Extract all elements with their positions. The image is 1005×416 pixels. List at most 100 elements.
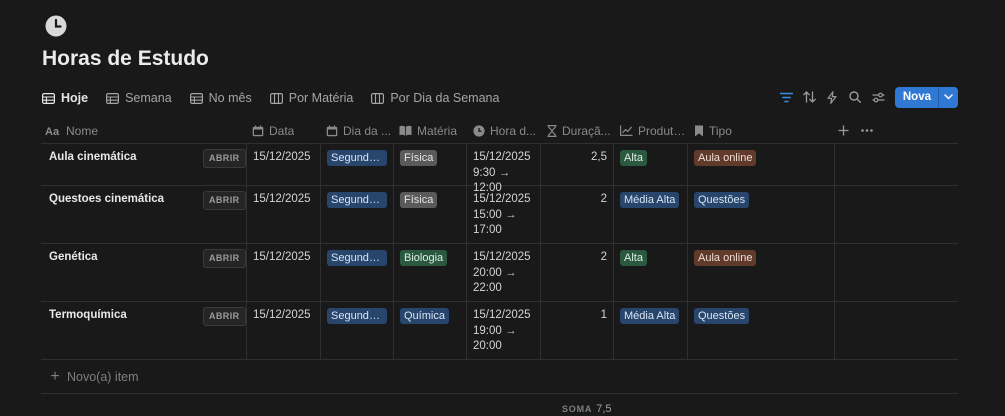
type-cell[interactable]: Questões	[687, 302, 834, 359]
bookmark-icon	[695, 125, 703, 136]
date-cell[interactable]: 15/12/2025	[246, 302, 320, 359]
name-cell[interactable]: Aula cinemática ABRIR	[41, 144, 246, 185]
weekday-tag: Segunda-feira	[327, 150, 387, 166]
sum-value: 7,5	[596, 403, 612, 415]
column-header-dia-da-semana[interactable]: Dia da ...	[326, 118, 392, 143]
productivity-cell[interactable]: Média Alta	[613, 302, 687, 359]
board-icon	[371, 92, 385, 104]
page-title: Horas de Estudo	[42, 47, 209, 70]
plus-icon: +	[50, 368, 60, 385]
search-button[interactable]	[844, 86, 867, 108]
weekday-tag: Segunda-feira	[327, 308, 387, 324]
date-cell[interactable]: 15/12/2025	[246, 144, 320, 185]
column-header-materia[interactable]: Matéria	[399, 118, 465, 143]
automation-button[interactable]	[821, 86, 844, 108]
column-header-tipo[interactable]: Tipo	[694, 118, 834, 143]
time-cell[interactable]: 15/12/2025 19:00 → 20:00	[466, 302, 540, 359]
tab-no-mes[interactable]: No mês	[189, 86, 252, 110]
productivity-cell[interactable]: Alta	[613, 144, 687, 185]
productivity-cell[interactable]: Média Alta	[613, 186, 687, 243]
time-cell[interactable]: 15/12/2025 15:00 → 17:00	[466, 186, 540, 243]
row-name: Aula cinemática	[49, 151, 137, 163]
column-header-duracao[interactable]: Duraçã...	[547, 118, 613, 143]
empty-cell	[834, 144, 958, 185]
open-button[interactable]: ABRIR	[203, 149, 246, 168]
productivity-tag: Alta	[620, 150, 647, 166]
hourglass-icon	[547, 124, 557, 137]
type-cell[interactable]: Aula online	[687, 244, 834, 301]
calendar-icon	[252, 125, 264, 136]
row-name: Questoes cinemática	[49, 193, 165, 205]
type-cell[interactable]: Questões	[687, 186, 834, 243]
weekday-cell[interactable]: Segunda-feira	[320, 302, 393, 359]
book-icon	[399, 125, 412, 136]
filter-button[interactable]	[775, 86, 798, 108]
table-row[interactable]: Questoes cinemática ABRIR 15/12/2025 Seg…	[41, 186, 958, 244]
sum-label: SOMA	[562, 404, 593, 414]
empty-cell	[834, 302, 958, 359]
productivity-cell[interactable]: Alta	[613, 244, 687, 301]
subject-cell[interactable]: Física	[393, 186, 466, 243]
open-button[interactable]: ABRIR	[203, 191, 246, 210]
weekday-cell[interactable]: Segunda-feira	[320, 186, 393, 243]
add-property-button[interactable]	[838, 118, 854, 143]
duration-sum[interactable]: SOMA 7,5	[562, 403, 612, 415]
subject-tag: Química	[400, 308, 449, 324]
table-row[interactable]: Termoquímica ABRIR 15/12/2025 Segunda-fe…	[41, 302, 958, 360]
column-header-data[interactable]: Data	[252, 118, 318, 143]
subject-cell[interactable]: Biologia	[393, 244, 466, 301]
table-row[interactable]: Genética ABRIR 15/12/2025 Segunda-feira …	[41, 244, 958, 302]
view-toolbar: Nova	[775, 86, 958, 108]
column-header-produtividade[interactable]: Produti...	[620, 118, 686, 143]
clock-icon[interactable]	[44, 14, 68, 38]
column-header-hora[interactable]: Hora d...	[473, 118, 539, 143]
open-button[interactable]: ABRIR	[203, 249, 246, 268]
sort-icon	[803, 91, 816, 103]
date-cell[interactable]: 15/12/2025	[246, 244, 320, 301]
date-cell[interactable]: 15/12/2025	[246, 186, 320, 243]
view-tabs: Hoje Semana No mês Por Matéria Por Dia d…	[42, 86, 517, 110]
time-cell[interactable]: 15/12/2025 20:00 → 22:00	[466, 244, 540, 301]
duration-cell[interactable]: 1	[540, 302, 613, 359]
type-cell[interactable]: Aula online	[687, 144, 834, 185]
database-table: Aa Nome Data Dia da ... Matéria Hora d..…	[41, 118, 958, 360]
new-button[interactable]: Nova	[894, 86, 958, 108]
row-name: Termoquímica	[49, 309, 127, 321]
sort-button[interactable]	[798, 86, 821, 108]
new-options-button[interactable]	[939, 87, 958, 108]
trend-icon	[620, 125, 633, 136]
open-button[interactable]: ABRIR	[203, 307, 246, 326]
column-header-nome[interactable]: Aa Nome	[45, 123, 99, 138]
filter-icon	[779, 92, 793, 102]
time-cell[interactable]: 15/12/2025 9:30 → 12:00	[466, 144, 540, 194]
weekday-cell[interactable]: Segunda-feira	[320, 144, 393, 185]
search-icon	[849, 91, 862, 103]
type-tag: Aula online	[694, 250, 757, 266]
duration-cell[interactable]: 2,5	[540, 144, 613, 185]
table-icon	[106, 92, 120, 104]
subject-cell[interactable]: Química	[393, 302, 466, 359]
calendar-icon	[326, 125, 338, 136]
more-options-button[interactable]	[861, 118, 877, 143]
tab-semana[interactable]: Semana	[106, 86, 172, 110]
weekday-cell[interactable]: Segunda-feira	[320, 244, 393, 301]
more-horizontal-icon	[861, 129, 873, 132]
duration-cell[interactable]: 2	[540, 244, 613, 301]
empty-cell	[834, 186, 958, 243]
subject-tag: Física	[400, 150, 438, 166]
plus-icon	[838, 125, 849, 136]
name-cell[interactable]: Questoes cinemática ABRIR	[41, 186, 246, 243]
new-item-button[interactable]: + Novo(a) item	[41, 361, 958, 394]
subject-cell[interactable]: Física	[393, 144, 466, 185]
settings-button[interactable]	[867, 86, 890, 108]
clock-icon	[473, 124, 485, 137]
tab-por-dia-da-semana[interactable]: Por Dia da Semana	[371, 86, 499, 110]
name-cell[interactable]: Termoquímica ABRIR	[41, 302, 246, 359]
name-cell[interactable]: Genética ABRIR	[41, 244, 246, 301]
table-icon	[189, 92, 203, 104]
tab-hoje[interactable]: Hoje	[42, 86, 88, 110]
tab-por-materia[interactable]: Por Matéria	[269, 86, 353, 110]
empty-cell	[834, 244, 958, 301]
table-row[interactable]: Aula cinemática ABRIR 15/12/2025 Segunda…	[41, 144, 958, 194]
duration-cell[interactable]: 2	[540, 186, 613, 243]
